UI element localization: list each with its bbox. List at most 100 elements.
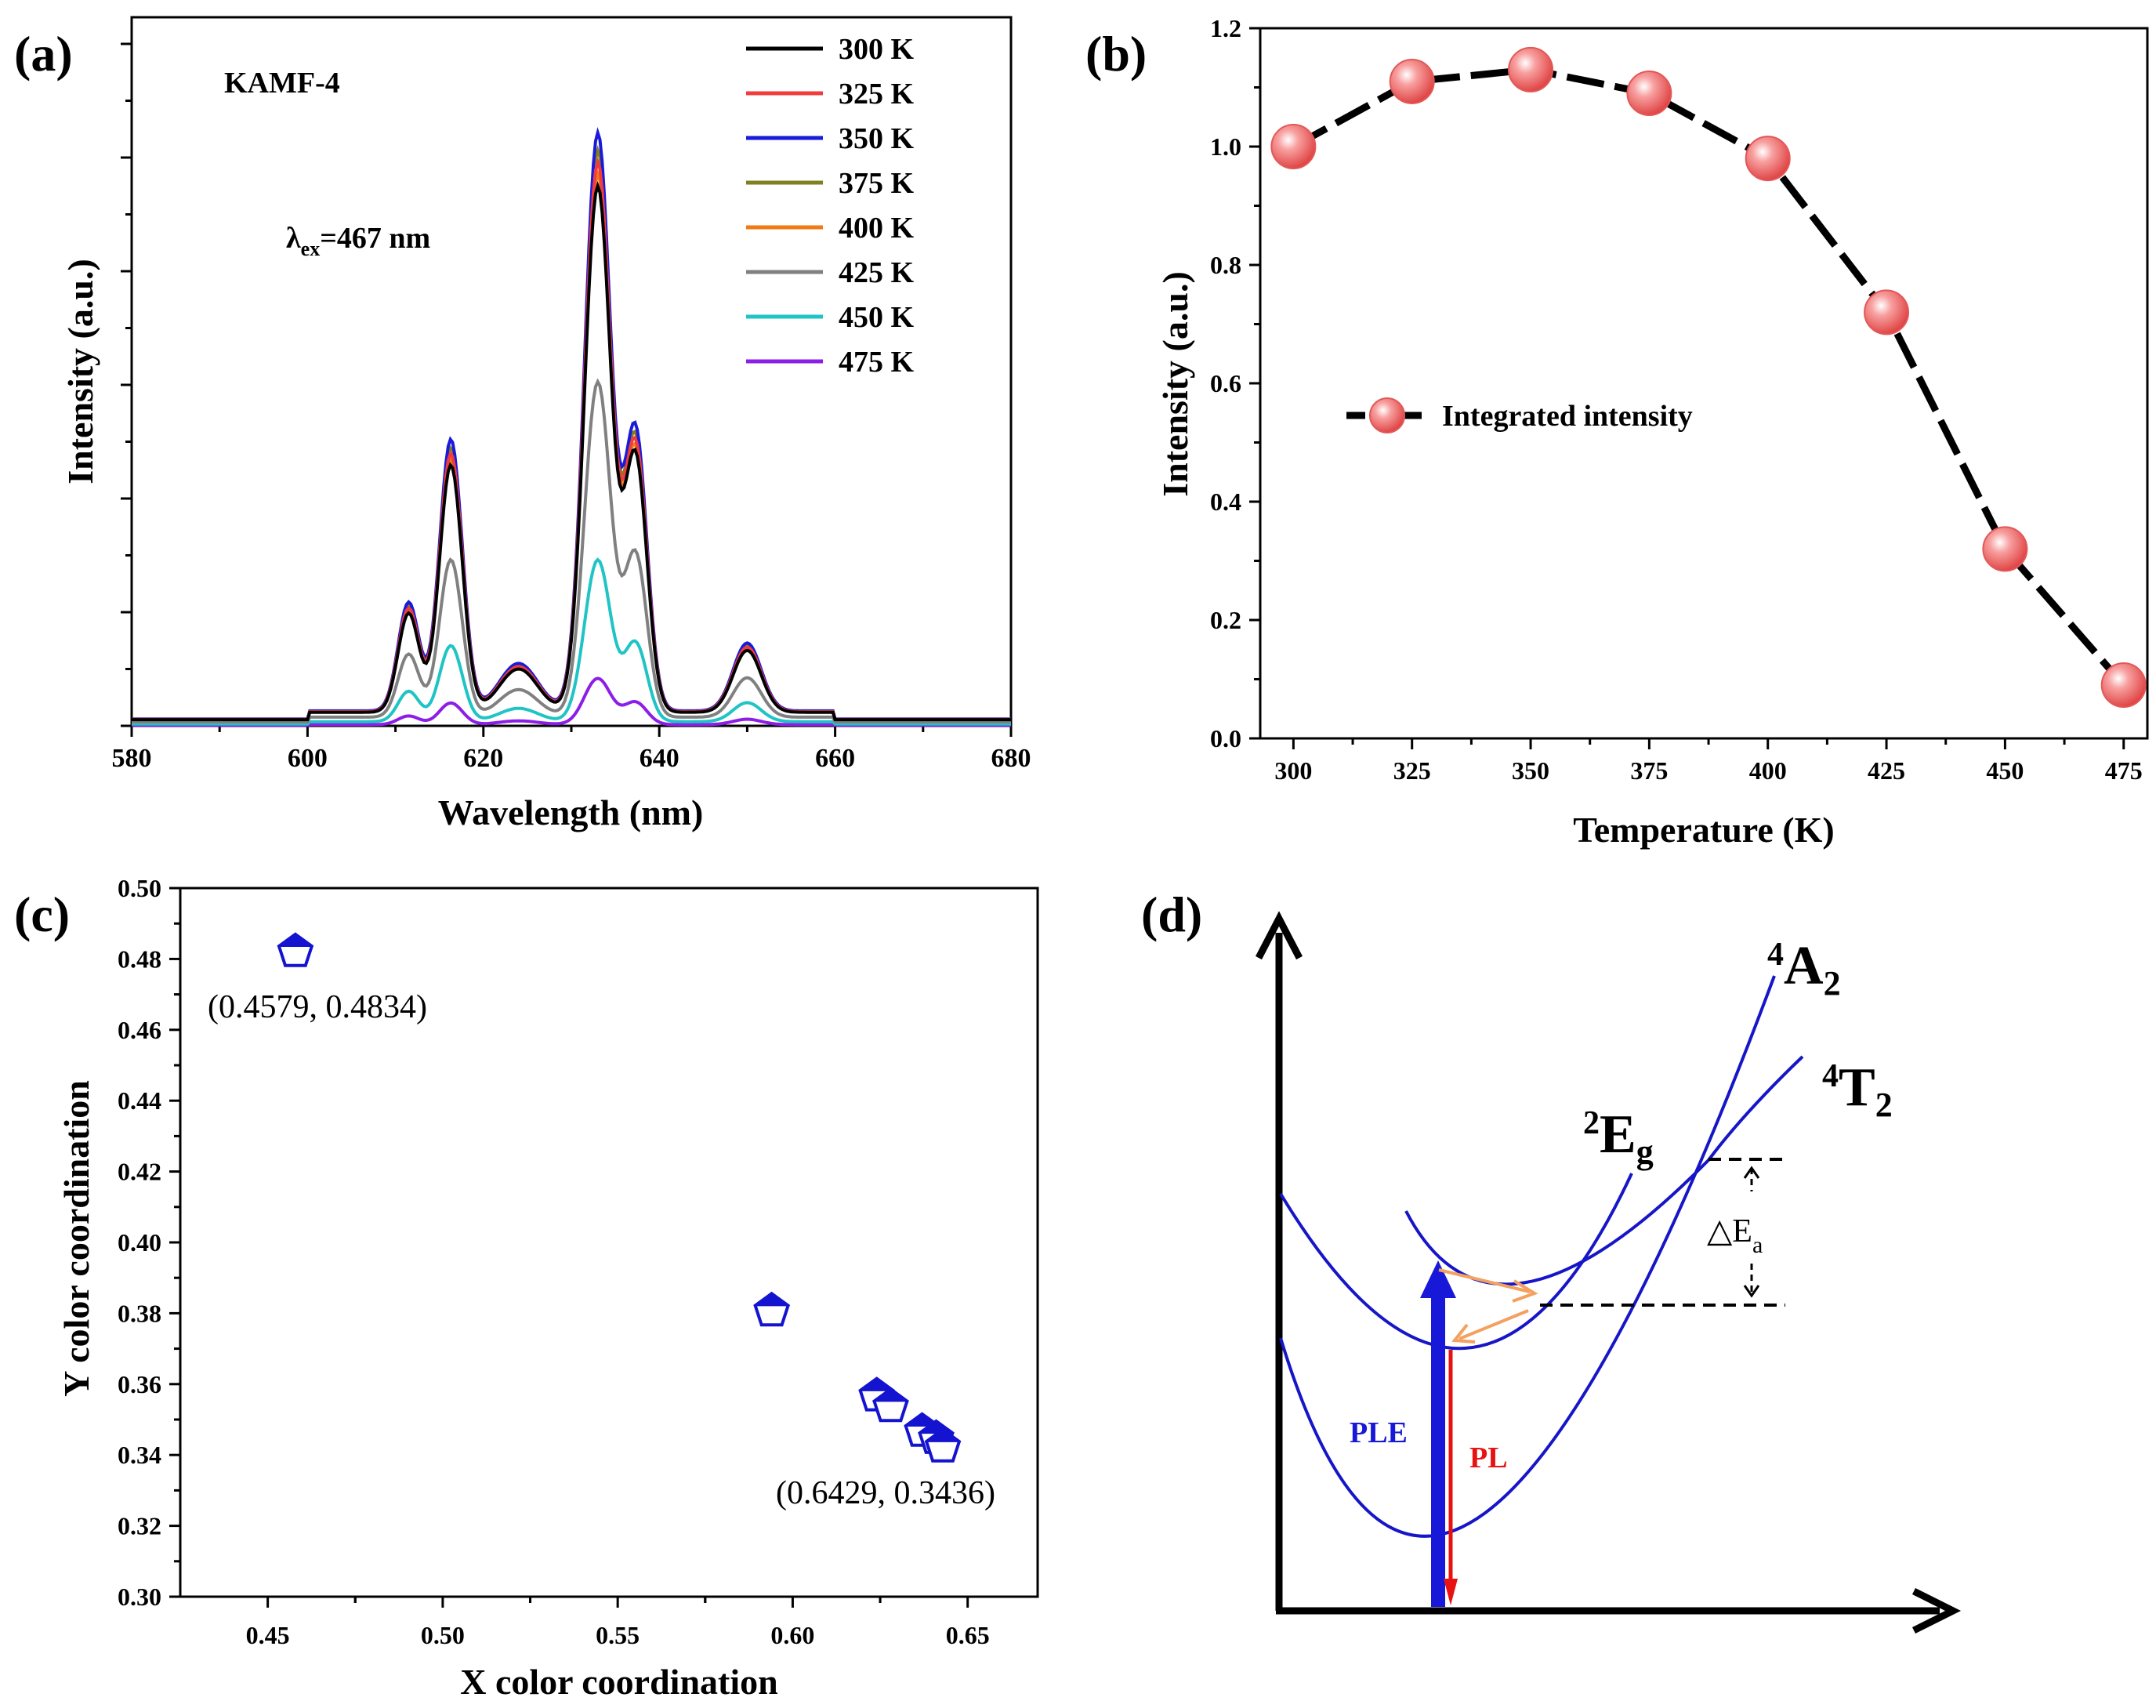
- y-tick-label: 0.46: [118, 1016, 161, 1044]
- x-tick-label: 325: [1393, 756, 1431, 785]
- x-tick-label: 0.45: [246, 1621, 290, 1649]
- panel-c-points: [277, 932, 962, 1463]
- y-tick-label: 1.2: [1210, 14, 1241, 42]
- panel-a-spectra: [132, 127, 1011, 727]
- delta-arrow-up-head: [1743, 1166, 1760, 1179]
- pl-label: PL: [1469, 1441, 1508, 1474]
- panel-a-label: (a): [14, 26, 73, 82]
- state-label-4a2: 4A2: [1767, 936, 1841, 1003]
- pl-arrow-head: [1444, 1579, 1458, 1605]
- x-tick-label: 375: [1630, 756, 1668, 785]
- legend-label: 475 K: [839, 346, 915, 379]
- x-tick-label: 475: [2105, 756, 2143, 785]
- sample-name: KAMF-4: [224, 67, 340, 100]
- panel-c-x-tick-labels: 0.45 0.50 0.55 0.60 0.65: [246, 1621, 990, 1649]
- color-point-1: [753, 1291, 790, 1327]
- data-point-400: [1745, 136, 1791, 182]
- y-tick-label: 0.44: [118, 1086, 161, 1115]
- y-tick-label: 0.40: [118, 1228, 161, 1257]
- x-tick-label: 0.55: [596, 1621, 640, 1649]
- panel-c-y-label: Y color coordination: [56, 1080, 96, 1397]
- legend-label: 300 K: [839, 33, 915, 66]
- ple-arrow-shaft: [1431, 1293, 1445, 1607]
- legend-label: Integrated intensity: [1442, 400, 1693, 433]
- activation-energy-label: △Ea: [1707, 1213, 1763, 1258]
- y-tick-label: 0.36: [118, 1370, 161, 1398]
- data-point-450: [1982, 526, 2028, 572]
- x-tick-label: 300: [1274, 756, 1312, 785]
- excited-state-eg-curve: [1404, 1055, 1804, 1286]
- panel-c-x-label: X color coordination: [460, 1662, 777, 1702]
- data-point-325: [1389, 58, 1435, 104]
- x-tick-label: 640: [640, 744, 679, 773]
- x-tick-label: 0.60: [770, 1621, 814, 1649]
- point-fill: [753, 1291, 790, 1307]
- x-tick-label: 350: [1512, 756, 1549, 785]
- y-tick-label: 1.0: [1210, 132, 1241, 161]
- data-point-425: [1864, 289, 1910, 335]
- x-tick-label: 400: [1749, 756, 1787, 785]
- panel-b-y-label: Intensity (a.u.): [1155, 271, 1195, 497]
- relaxation-arrow-2-head: [1451, 1323, 1476, 1344]
- panel-b-x-label: Temperature (K): [1573, 810, 1834, 850]
- panel-b-y-tick-labels: 0.0 0.2 0.4 0.6 0.8 1.0 1.2: [1210, 14, 1241, 752]
- panel-b-legend: Integrated intensity: [1346, 397, 1693, 433]
- x-tick-label: 660: [815, 744, 855, 773]
- point-fill: [924, 1427, 962, 1442]
- excitation-label: λex=467 nm: [286, 222, 430, 260]
- x-tick-label: 620: [463, 744, 503, 773]
- panel-c: (c) 0.45 0.50 0.55 0.60 0.65 0.300.320.340.3…: [14, 874, 1039, 1702]
- x-tick-label: 0.50: [421, 1621, 465, 1649]
- energy-axis-arrowhead: [1256, 911, 1303, 960]
- delta-arrow-down-head: [1743, 1285, 1760, 1298]
- legend-marker: [1369, 397, 1405, 433]
- y-tick-label: 0.34: [118, 1441, 161, 1469]
- spectrum-line-425K: [132, 378, 1011, 723]
- annotation-first-point: (0.4579, 0.4834): [208, 989, 427, 1025]
- panel-b-x-tick-labels: 300 325 350 375 400 425 450 475: [1274, 756, 2142, 785]
- panel-c-ticks: [169, 887, 969, 1608]
- x-tick-label: 680: [991, 744, 1031, 773]
- series-line: [1292, 66, 2127, 688]
- legend-label: 325 K: [839, 78, 915, 111]
- spectrum-line-450K: [132, 557, 1011, 726]
- point-fill: [872, 1387, 909, 1402]
- panel-c-y-tick-labels: 0.30 0.32 0.34 0.36 0.38 0.40 0.42 0.44 0.46 0.48…: [118, 874, 161, 1611]
- ground-state-a2-curve: [1279, 975, 1776, 1538]
- legend-label: 425 K: [839, 256, 915, 289]
- annotation-last-point: (0.6429, 0.3436): [776, 1475, 995, 1511]
- panel-b: (b) 300 325 350 375 400 425 450 475 0.00.20.40.…: [1085, 14, 2149, 850]
- spectrum-line-300K: [132, 180, 1011, 722]
- y-tick-label: 0.8: [1210, 251, 1241, 279]
- panel-d: (d) △Ea PLE PL 4A2 4T2 2Eg: [1141, 887, 1962, 1634]
- y-tick-label: 0.30: [118, 1583, 161, 1611]
- y-tick-label: 0.2: [1210, 606, 1241, 634]
- legend-label: 350 K: [839, 122, 915, 155]
- panel-a-x-tick-labels: 580 600 620 640 660 680: [112, 744, 1031, 773]
- panel-d-label: (d): [1141, 887, 1202, 942]
- y-tick-label: 0.0: [1210, 724, 1241, 752]
- y-tick-label: 0.6: [1210, 369, 1241, 397]
- legend-label: 375 K: [839, 167, 915, 200]
- y-tick-label: 0.4: [1210, 488, 1241, 516]
- state-label-2eg: 2Eg: [1583, 1104, 1654, 1171]
- panel-a-y-label: Intensity (a.u.): [60, 259, 100, 484]
- y-tick-label: 0.42: [118, 1158, 161, 1186]
- y-tick-label: 0.48: [118, 945, 161, 973]
- x-tick-label: 425: [1868, 756, 1905, 785]
- data-point-350: [1508, 46, 1554, 92]
- excited-state-t2-curve-left: [1279, 1173, 1633, 1351]
- y-tick-label: 0.50: [118, 874, 161, 902]
- x-tick-label: 0.65: [946, 1621, 990, 1649]
- relaxation-arrow-2: [1458, 1309, 1529, 1340]
- panel-b-series: [1270, 46, 2147, 709]
- relaxation-arrow-1-head: [1512, 1279, 1538, 1303]
- coordinate-axis-arrowhead: [1911, 1587, 1962, 1634]
- panel-b-label: (b): [1085, 26, 1147, 82]
- panel-b-ticks: [1249, 27, 2125, 749]
- panel-a-legend: 300 K 325 K 350 K 375 K 400 K 425 K 450 K 475 K: [746, 33, 915, 379]
- panel-a-x-label: Wavelength (nm): [438, 792, 704, 832]
- color-point-0: [277, 932, 314, 967]
- relaxation-arrow-1: [1438, 1268, 1531, 1293]
